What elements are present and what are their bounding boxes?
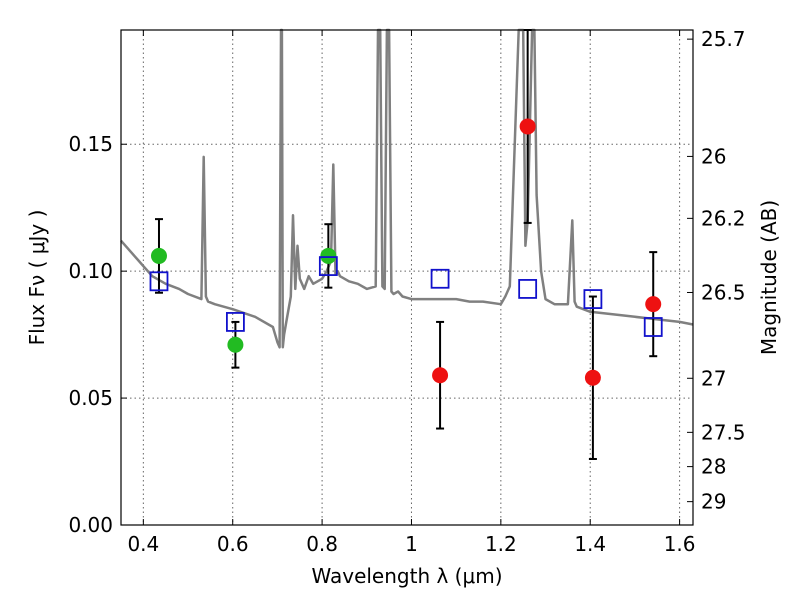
y-axis-label: Flux Fν ( μJy ) xyxy=(25,210,49,346)
right-axis-label: Magnitude (AB) xyxy=(757,200,781,355)
data-point-square xyxy=(583,289,603,309)
axis-ticks: 0.4 0.6 0.8 1 1.2 1.4 1.6 0.00 0.05 0.10 0.15 25.7 2… xyxy=(68,27,745,556)
data-point-square xyxy=(518,279,538,299)
data-point-square xyxy=(149,271,169,292)
data-point-square xyxy=(430,268,450,289)
spectrum-line xyxy=(120,28,694,349)
x-tick-label: 1.2 xyxy=(485,532,517,556)
spectrum-series xyxy=(120,28,694,349)
data-point-circle xyxy=(320,247,337,264)
data-point-circle xyxy=(432,367,449,384)
data-point-square xyxy=(318,256,338,276)
right-tick-label: 26.2 xyxy=(701,206,746,230)
x-tick-label: 0.4 xyxy=(127,532,159,556)
right-tick-label: 27.5 xyxy=(701,420,746,444)
x-tick-label: 1 xyxy=(405,532,418,556)
data-point-square xyxy=(225,312,245,332)
data-point-square xyxy=(643,317,663,337)
y-tick-label: 0.00 xyxy=(68,513,113,537)
data-point-circle xyxy=(519,118,536,135)
right-tick-label: 28 xyxy=(701,455,726,479)
plot-frame xyxy=(120,29,694,526)
x-tick-label: 0.6 xyxy=(217,532,249,556)
right-tick-label: 26 xyxy=(701,144,726,168)
grid-lines xyxy=(121,30,693,525)
data-point-circle xyxy=(227,336,244,353)
x-axis-label: Wavelength λ (μm) xyxy=(311,564,502,588)
x-tick-label: 1.6 xyxy=(664,532,696,556)
data-markers xyxy=(149,118,663,386)
data-point-circle xyxy=(584,369,601,386)
x-tick-label: 1.4 xyxy=(574,532,606,556)
data-point-circle xyxy=(645,296,662,313)
data-point-circle xyxy=(150,247,167,264)
right-tick-label: 29 xyxy=(701,490,726,514)
right-tick-label: 26.5 xyxy=(701,280,746,304)
right-tick-label: 27 xyxy=(701,366,726,390)
x-tick-label: 0.8 xyxy=(306,532,338,556)
y-tick-label: 0.05 xyxy=(68,386,113,410)
right-tick-label: 25.7 xyxy=(701,27,746,51)
y-tick-label: 0.10 xyxy=(68,259,113,283)
y-tick-label: 0.15 xyxy=(68,132,113,156)
error-bars xyxy=(154,29,658,460)
